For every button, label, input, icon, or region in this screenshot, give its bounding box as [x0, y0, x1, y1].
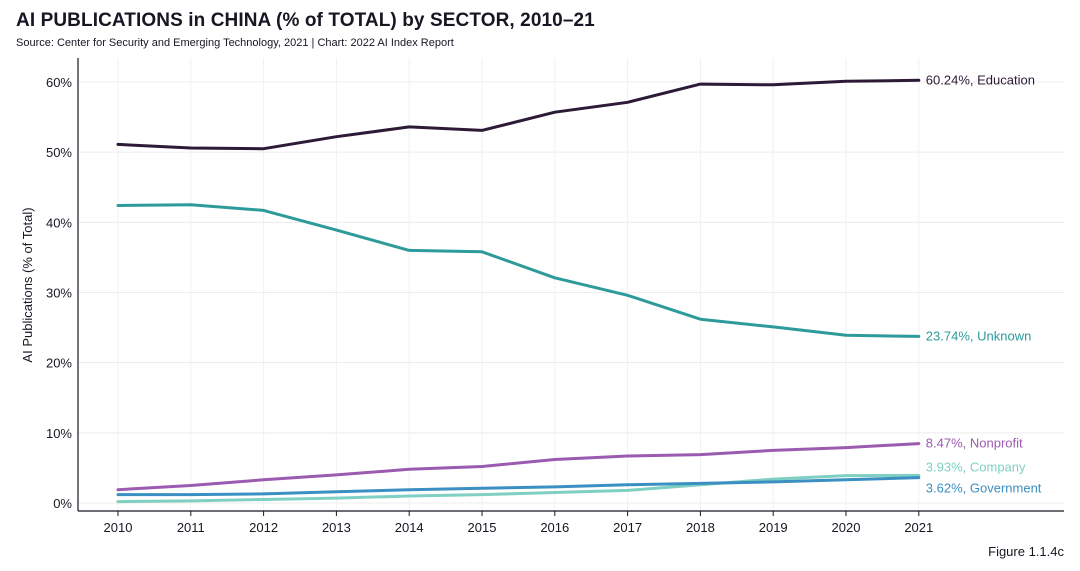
x-tick-label: 2021 [904, 520, 933, 535]
y-tick-label: 0% [53, 496, 72, 511]
chart-subtitle: Source: Center for Security and Emerging… [16, 37, 454, 49]
y-tick-label: 30% [46, 286, 72, 301]
series-line-education [116, 78, 921, 151]
y-tick-label: 60% [46, 75, 72, 90]
y-tick-label: 20% [46, 356, 72, 371]
chart-title: AI PUBLICATIONS in CHINA (% of TOTAL) by… [16, 10, 595, 31]
x-tick-label: 2012 [249, 520, 278, 535]
end-label-nonprofit: 8.47%, Nonprofit [926, 436, 1023, 451]
series-line-nonprofit [116, 442, 921, 492]
x-tick-label: 2016 [540, 520, 569, 535]
x-tick-label: 2017 [613, 520, 642, 535]
x-tick-label: 2013 [322, 520, 351, 535]
series-line-company [116, 473, 921, 504]
x-tick-label: 2018 [686, 520, 715, 535]
x-tick-label: 2020 [832, 520, 861, 535]
series-line-government [116, 476, 921, 497]
end-label-unknown: 23.74%, Unknown [926, 328, 1032, 343]
series-line-unknown [116, 203, 921, 338]
y-tick-label: 50% [46, 145, 72, 160]
end-label-company: 3.93%, Company [926, 459, 1026, 474]
end-label-education: 60.24%, Education [926, 72, 1035, 87]
x-tick-label: 2019 [759, 520, 788, 535]
x-tick-label: 2011 [177, 520, 205, 535]
y-axis-label: AI Publications (% of Total) [20, 207, 35, 362]
y-tick-label: 10% [46, 426, 72, 441]
end-label-government: 3.62%, Government [926, 481, 1042, 496]
figure-label: Figure 1.1.4c [988, 544, 1064, 559]
x-tick-label: 2010 [104, 520, 133, 535]
x-tick-label: 2014 [395, 520, 424, 535]
y-tick-label: 40% [46, 215, 72, 230]
x-tick-label: 2015 [468, 520, 497, 535]
